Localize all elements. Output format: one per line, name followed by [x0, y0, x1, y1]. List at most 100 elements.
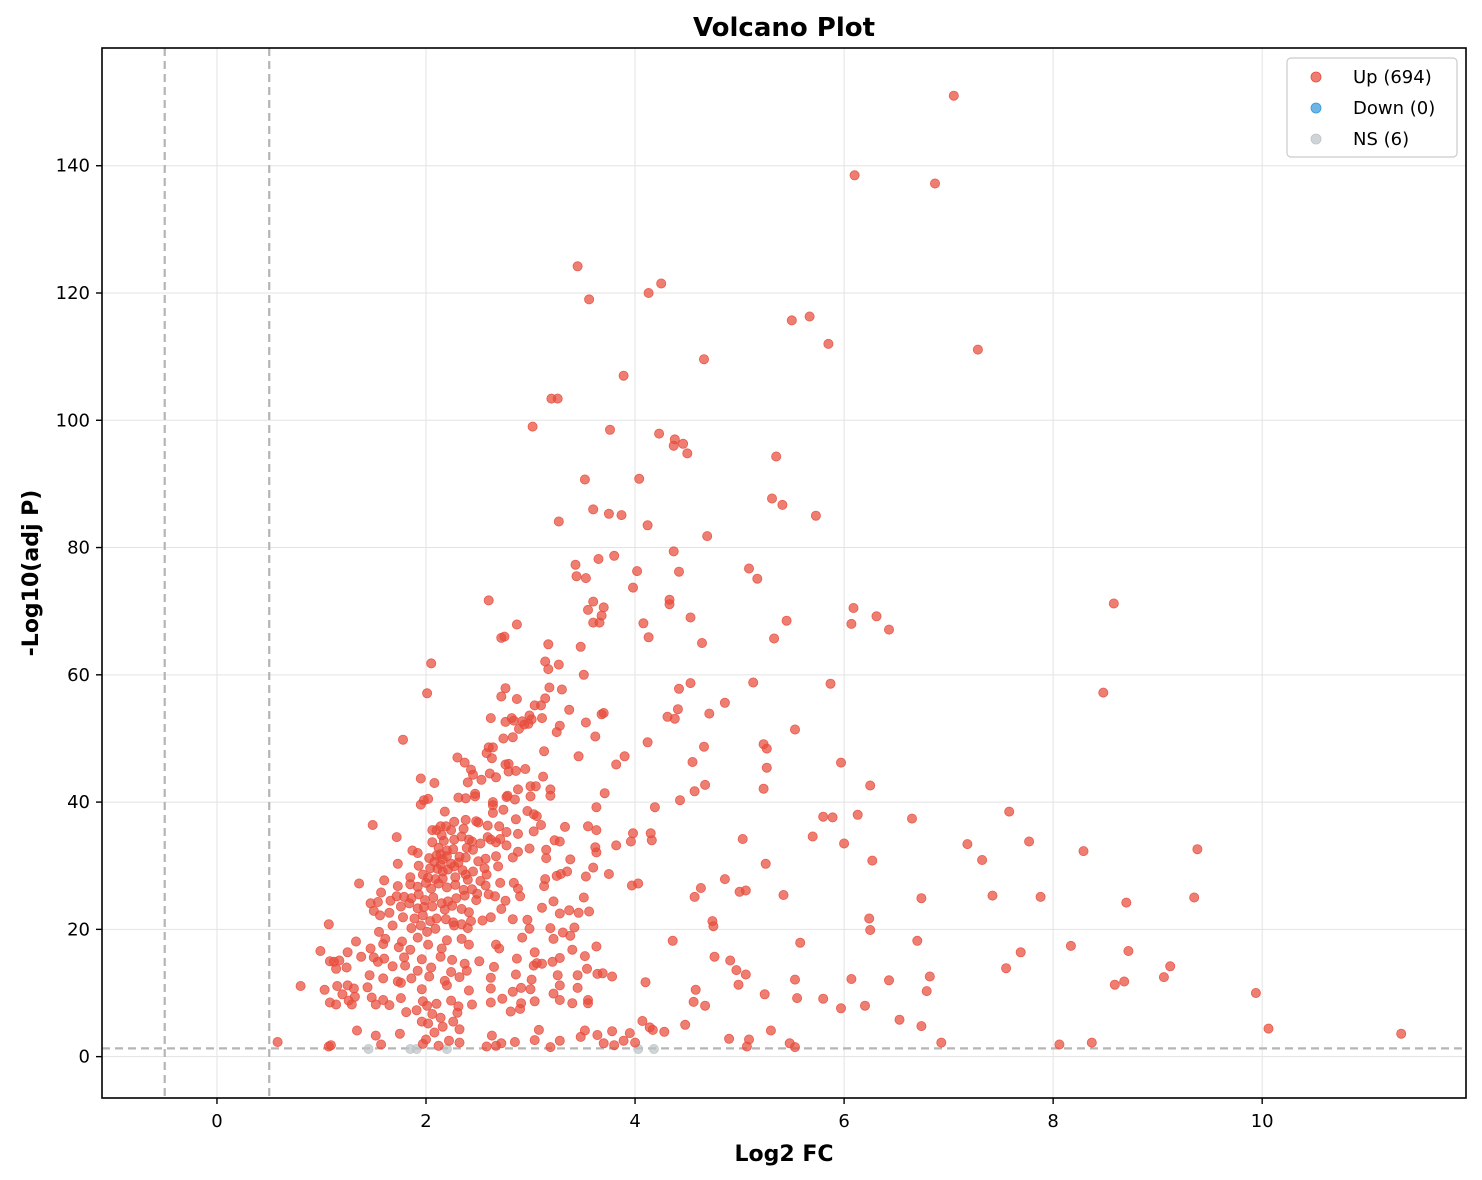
point-up: [618, 1035, 629, 1046]
point-up: [475, 838, 486, 849]
point-up: [427, 1009, 438, 1020]
point-up: [556, 684, 567, 695]
point-up: [588, 596, 599, 607]
chart-title: Volcano Plot: [693, 13, 875, 43]
point-up: [603, 869, 614, 880]
point-up: [1098, 687, 1109, 698]
point-up: [430, 923, 441, 934]
point-up: [495, 834, 506, 845]
point-up: [348, 983, 359, 994]
point-up: [481, 869, 492, 880]
point-up: [588, 862, 599, 873]
point-up: [572, 982, 583, 993]
point-up: [852, 809, 863, 820]
point-up: [489, 891, 500, 902]
point-up: [669, 713, 680, 724]
point-up: [680, 1019, 691, 1030]
point-up: [364, 970, 375, 981]
point-up: [638, 618, 649, 629]
point-up: [510, 814, 521, 825]
point-up: [584, 294, 595, 305]
point-up: [387, 920, 398, 931]
point-up: [846, 974, 857, 985]
point-up: [724, 1033, 735, 1044]
point-up: [603, 508, 614, 519]
point-up: [569, 922, 580, 933]
point-up: [884, 624, 895, 635]
point-up: [579, 951, 590, 962]
point-up: [544, 682, 555, 693]
point-up: [598, 602, 609, 613]
point-up: [476, 774, 487, 785]
point-up: [565, 854, 576, 865]
point-up: [490, 1040, 501, 1051]
point-up: [505, 1006, 516, 1017]
point-up: [884, 975, 895, 986]
point-up: [415, 920, 426, 931]
point-up: [554, 908, 565, 919]
point-up: [524, 923, 535, 934]
point-up: [1158, 972, 1169, 983]
point-up: [495, 877, 506, 888]
y-tick-label: 120: [56, 283, 90, 304]
point-up: [496, 691, 507, 702]
point-up: [591, 847, 602, 858]
point-up: [575, 641, 586, 652]
point-up: [272, 1037, 283, 1048]
point-up: [354, 878, 365, 889]
point-up: [765, 1025, 776, 1036]
point-up: [529, 1035, 540, 1046]
point-up: [372, 956, 383, 967]
point-up: [607, 1026, 618, 1037]
point-up: [668, 440, 679, 451]
point-up: [315, 946, 326, 957]
point-up: [454, 1037, 465, 1048]
y-tick-label: 100: [56, 410, 90, 431]
point-up: [628, 582, 639, 593]
point-up: [529, 700, 540, 711]
point-up: [632, 566, 643, 577]
point-up: [370, 999, 381, 1010]
point-up: [428, 892, 439, 903]
point-up: [678, 438, 689, 449]
point-up: [426, 658, 437, 669]
point-up: [541, 853, 552, 864]
point-up: [507, 732, 518, 743]
point-up: [470, 791, 481, 802]
point-up: [836, 1003, 847, 1014]
point-up: [839, 838, 850, 849]
point-up: [894, 1014, 905, 1025]
point-up: [537, 902, 548, 913]
point-up: [494, 943, 505, 954]
point-up: [379, 875, 390, 886]
point-up: [545, 790, 556, 801]
point-up: [531, 811, 542, 822]
point-up: [690, 984, 701, 995]
point-up: [530, 781, 541, 792]
point-up: [827, 812, 838, 823]
point-up: [486, 1030, 497, 1041]
point-up: [515, 1003, 526, 1014]
point-up: [758, 783, 769, 794]
point-up: [501, 827, 512, 838]
point-up: [810, 510, 821, 521]
point-up: [702, 531, 713, 542]
point-up: [675, 795, 686, 806]
point-up: [972, 344, 983, 355]
point-up: [446, 995, 457, 1006]
point-up: [467, 844, 478, 855]
point-up: [487, 742, 498, 753]
point-up: [583, 604, 594, 615]
point-up: [583, 821, 594, 832]
point-up: [477, 915, 488, 926]
point-up: [1123, 946, 1134, 957]
point-up: [818, 993, 829, 1004]
point-up: [325, 1040, 336, 1051]
point-up: [526, 974, 537, 985]
point-up: [599, 788, 610, 799]
point-up: [642, 737, 653, 748]
point-up: [412, 848, 423, 859]
point-up: [930, 178, 941, 189]
point-up: [867, 855, 878, 866]
point-ns: [648, 1044, 659, 1055]
